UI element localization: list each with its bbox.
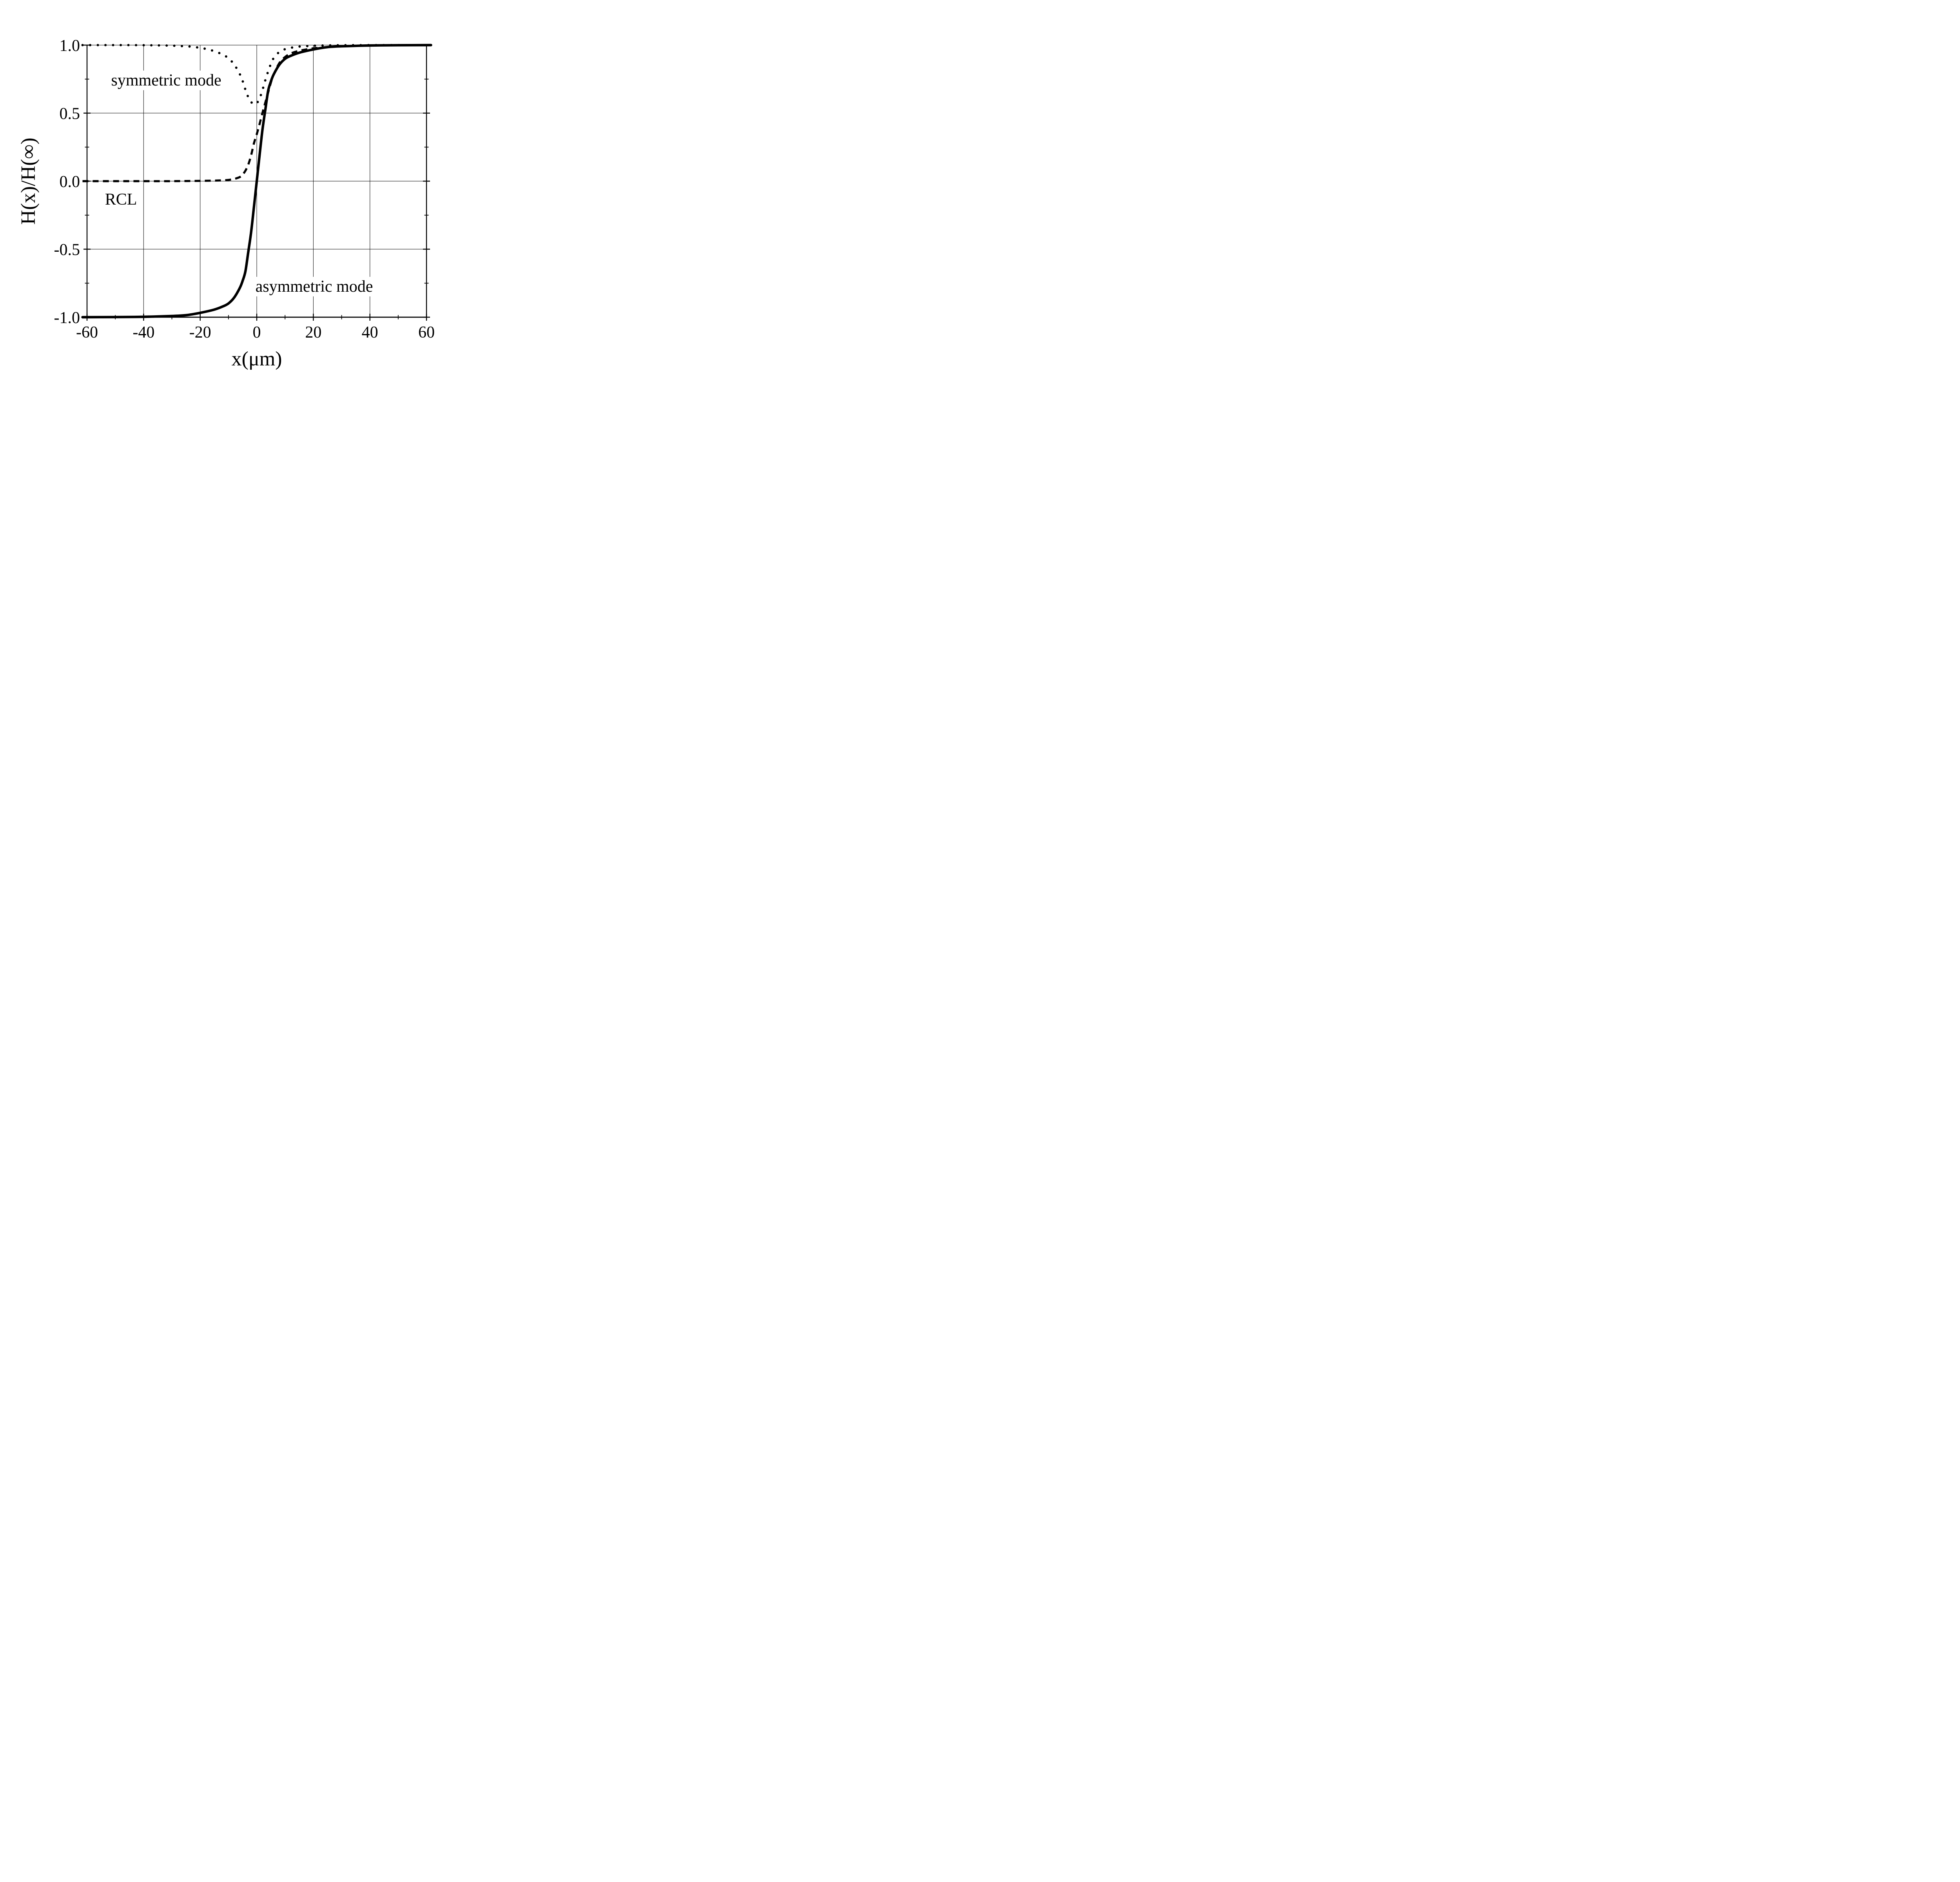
y-axis-title: H(x)/H(∞) [17,138,40,225]
curve-asymmetric-mode [81,44,432,319]
x-axis-title: x(μm) [231,348,282,370]
y-tick-label: 0.0 [60,173,80,191]
x-tick-label: 0 [253,323,261,342]
annotation-asymmetric-mode: asymmetric mode [252,276,376,296]
annotation-symmetric-mode: symmetric mode [108,71,225,91]
y-tick-label: 0.5 [60,105,80,123]
x-tick-label: -40 [132,323,154,342]
annotation-rcl: RCL [102,189,140,209]
y-tick-label: -1.0 [54,309,80,327]
x-tick-label: -60 [76,323,98,342]
y-tick-label: 1.0 [60,37,80,55]
x-tick-label: 40 [362,323,378,342]
x-tick-label: 60 [418,323,435,342]
x-tick-label: -20 [189,323,211,342]
y-tick-label: -0.5 [54,241,80,259]
curve-symmetric-mode [81,44,432,106]
plot-canvas: -60 -40 -20 0 20 40 60 -1.0 -0.5 0.0 0.5 1.0 [54,37,435,342]
x-tick-label: 20 [305,323,321,342]
chart-figure: -60 -40 -20 0 20 40 60 -1.0 -0.5 0.0 0.5 1.0 H(x)/H… [0,0,494,376]
